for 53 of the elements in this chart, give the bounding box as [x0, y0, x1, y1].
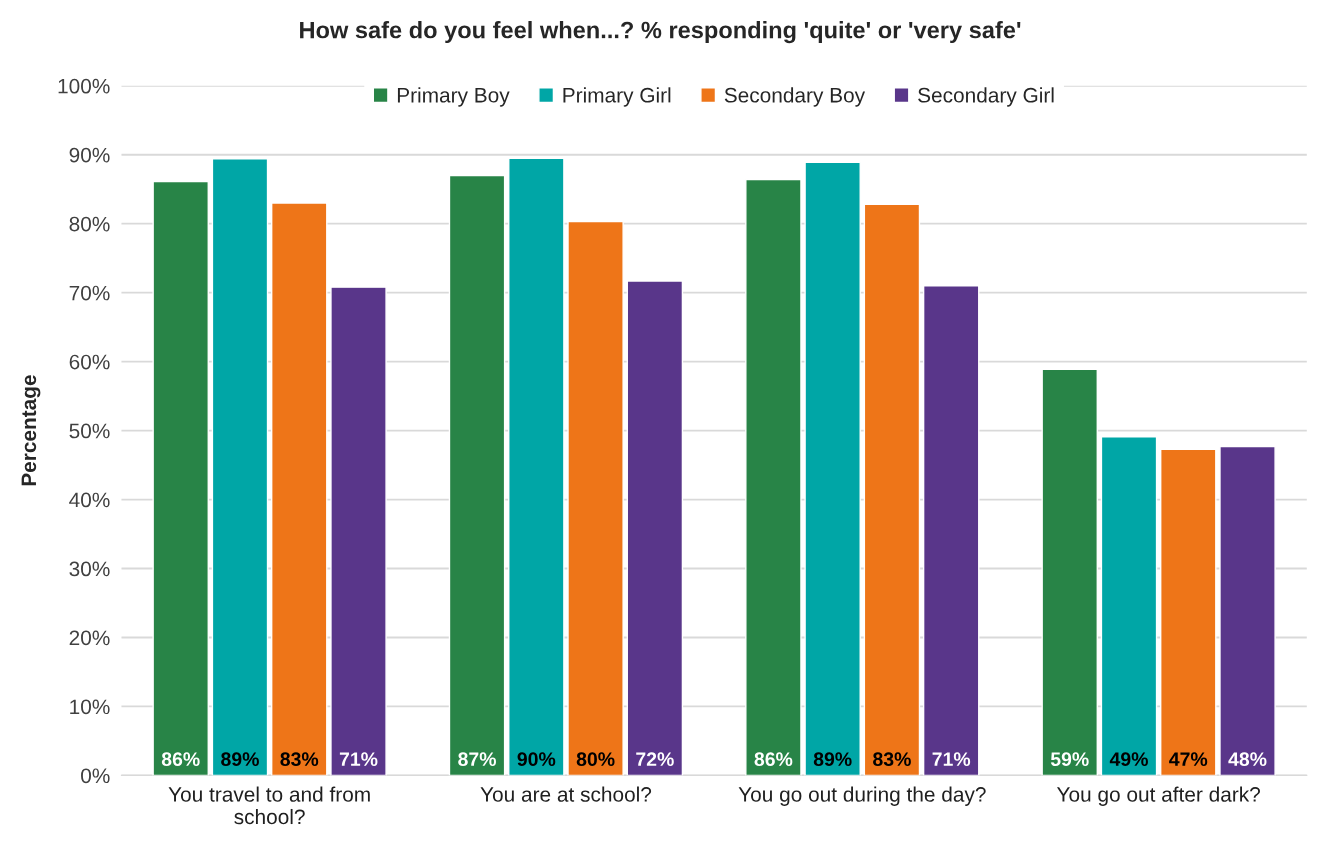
bar	[745, 178, 802, 776]
legend-label: Primary Boy	[397, 87, 510, 107]
y-tick-label: 90%	[69, 147, 110, 163]
bar	[330, 286, 387, 776]
data-label: 86%	[754, 752, 793, 767]
legend-label: Secondary Girl	[918, 87, 1054, 107]
data-label: 90%	[517, 752, 556, 767]
y-tick-label: 60%	[69, 354, 110, 370]
data-label: 71%	[932, 752, 971, 766]
y-tick-label: 80%	[69, 216, 110, 232]
bar	[804, 161, 861, 776]
data-label: 83%	[873, 752, 911, 767]
y-tick-label: 30%	[69, 561, 110, 577]
data-label: 49%	[1109, 752, 1148, 767]
y-tick-label: 100%	[58, 78, 110, 94]
x-tick-label: You go out during the day?	[738, 786, 986, 806]
bar	[508, 157, 565, 776]
y-tick-label: 50%	[69, 423, 110, 439]
legend-label: Secondary Boy	[724, 87, 866, 107]
bar	[211, 158, 269, 776]
bar	[1041, 368, 1098, 776]
bar	[448, 174, 506, 776]
data-label: 89%	[221, 752, 259, 767]
data-label: 47%	[1169, 752, 1208, 766]
bar	[626, 280, 684, 776]
data-label: 59%	[1050, 752, 1089, 767]
data-label: 71%	[339, 752, 378, 766]
x-tick-label: You are at school?	[480, 786, 652, 802]
data-label: 48%	[1228, 752, 1267, 767]
bar	[863, 203, 921, 776]
x-tick-label: You go out after dark?	[1056, 786, 1260, 806]
y-tick-label: 20%	[69, 630, 110, 646]
y-tick-label: 0%	[81, 768, 110, 784]
bar	[1219, 445, 1276, 776]
bar	[1160, 448, 1217, 776]
y-tick-label: 10%	[70, 699, 110, 715]
data-label: 87%	[458, 752, 496, 767]
data-label: 83%	[280, 752, 319, 767]
x-tick-label: You travel to and from school?	[168, 786, 370, 825]
bar	[270, 202, 328, 776]
chart-title: How safe do you feel when...? % responding 'quite' or 'very safe'	[300, 21, 1021, 44]
bar	[567, 220, 624, 776]
y-axis-title: Percentage	[21, 375, 41, 486]
data-label: 80%	[576, 752, 615, 767]
bar	[1100, 436, 1158, 776]
data-label: 86%	[161, 752, 200, 767]
bar	[152, 180, 209, 776]
legend-label: Primary Girl	[563, 87, 671, 107]
y-tick-label: 40%	[69, 492, 110, 508]
y-tick-label: 70%	[69, 285, 110, 301]
data-label: 89%	[813, 752, 852, 767]
data-label: 72%	[636, 752, 674, 766]
bar	[922, 285, 980, 776]
